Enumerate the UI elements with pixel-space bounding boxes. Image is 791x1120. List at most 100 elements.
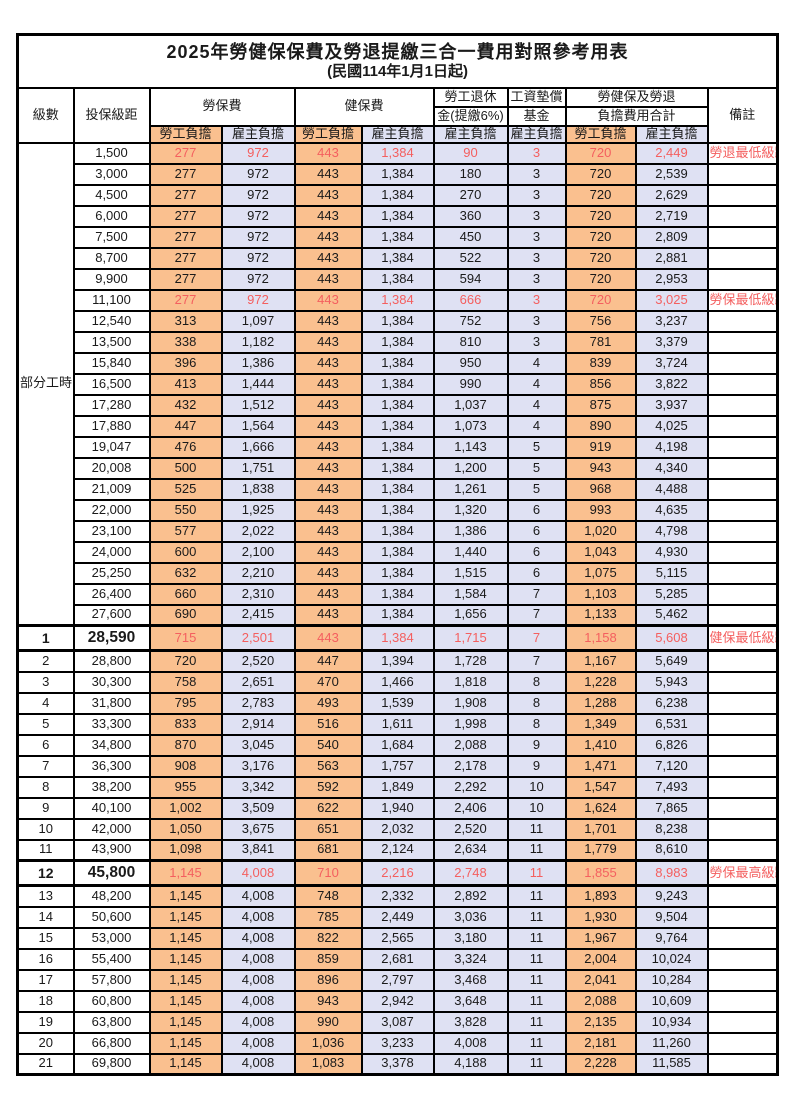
health-employee-cell: 447 (293, 649, 363, 673)
table-row: 13,500 338 1,182 443 1,384 810 3 781 3,379 (18, 330, 779, 354)
bracket-cell: 33,300 (72, 712, 151, 736)
labor-employee-cell: 577 (148, 519, 223, 543)
health-employer-cell: 1,384 (360, 477, 435, 501)
total-employer-cell: 3,822 (634, 372, 709, 396)
labor-employee-cell: 720 (148, 649, 223, 673)
table-row: 7 36,300 908 3,176 563 1,757 2,178 9 1,471 7,120 (16, 754, 779, 778)
table-row: 19,047 476 1,666 443 1,384 1,143 5 919 4,198 (18, 435, 779, 459)
bracket-cell: 31,800 (72, 691, 151, 715)
col-header-total-line1: 勞健保及勞退 (564, 86, 709, 108)
table-row: 25,250 632 2,210 443 1,384 1,515 6 1,075 5,115 (18, 561, 779, 585)
pension-employer-cell: 1,998 (432, 712, 509, 736)
health-employer-cell: 2,449 (360, 905, 435, 929)
table-row: 21 69,800 1,145 4,008 1,083 3,378 4,188 11 2,228… (16, 1052, 779, 1076)
bracket-cell: 55,400 (72, 947, 151, 971)
health-employer-cell: 1,384 (360, 372, 435, 396)
wage-fund-cell: 7 (506, 603, 567, 627)
remark-cell (706, 796, 779, 820)
pension-employer-cell: 1,200 (432, 456, 509, 480)
remark-cell (706, 183, 779, 207)
health-employee-cell: 681 (293, 838, 363, 862)
remark-cell (706, 246, 779, 270)
col-header-pension-line1: 勞工退休 (432, 86, 509, 108)
level-cell: 2 (16, 649, 75, 673)
labor-employer-cell: 972 (220, 162, 296, 186)
wage-fund-cell: 11 (506, 989, 567, 1013)
labor-employer-cell: 1,751 (220, 456, 296, 480)
labor-employee-cell: 955 (148, 775, 223, 799)
labor-employer-cell: 1,182 (220, 330, 296, 354)
labor-employer-cell: 4,008 (220, 859, 296, 887)
health-employee-cell: 651 (293, 817, 363, 841)
health-employee-cell: 443 (293, 372, 363, 396)
pension-employer-cell: 2,178 (432, 754, 509, 778)
wage-fund-cell: 11 (506, 1010, 567, 1034)
health-employer-cell: 1,940 (360, 796, 435, 820)
labor-employee-cell: 413 (148, 372, 223, 396)
bracket-cell: 43,900 (72, 838, 151, 862)
pension-employer-cell: 950 (432, 351, 509, 375)
health-employee-cell: 443 (293, 603, 363, 627)
bracket-cell: 23,100 (72, 519, 151, 543)
remark-cell (706, 267, 779, 291)
wage-fund-cell: 10 (506, 796, 567, 820)
total-employee-cell: 1,133 (564, 603, 637, 627)
remark-cell (706, 649, 779, 673)
labor-employee-cell: 1,145 (148, 1031, 223, 1055)
health-employee-cell: 493 (293, 691, 363, 715)
level-cell: 14 (16, 905, 75, 929)
bracket-cell: 6,000 (72, 204, 151, 228)
health-employer-cell: 1,384 (360, 204, 435, 228)
labor-employee-cell: 1,145 (148, 1010, 223, 1034)
health-employer-cell: 2,942 (360, 989, 435, 1013)
health-employer-cell: 1,849 (360, 775, 435, 799)
labor-employer-cell: 1,444 (220, 372, 296, 396)
labor-employee-cell: 277 (148, 246, 223, 270)
labor-employer-cell: 2,914 (220, 712, 296, 736)
remark-cell (706, 540, 779, 564)
bracket-cell: 12,540 (72, 309, 151, 333)
total-employee-cell: 720 (564, 141, 637, 165)
labor-employee-cell: 660 (148, 582, 223, 606)
table-row: 6,000 277 972 443 1,384 360 3 720 2,719 (18, 204, 779, 228)
wage-fund-cell: 3 (506, 141, 567, 165)
remark-cell (706, 712, 779, 736)
level-cell: 16 (16, 947, 75, 971)
pension-employer-cell: 2,892 (432, 884, 509, 908)
table-row: 27,600 690 2,415 443 1,384 1,656 7 1,133 5,462 (18, 603, 779, 627)
labor-employee-cell: 277 (148, 288, 223, 312)
bracket-cell: 45,800 (72, 859, 151, 887)
bracket-cell: 34,800 (72, 733, 151, 757)
table-row: 20 66,800 1,145 4,008 1,036 3,233 4,008 11 2,181… (16, 1031, 779, 1055)
health-employee-cell: 443 (293, 561, 363, 585)
labor-employee-cell: 1,098 (148, 838, 223, 862)
table-row: 17,880 447 1,564 443 1,384 1,073 4 890 4,025 (18, 414, 779, 438)
wage-fund-cell: 11 (506, 905, 567, 929)
health-employer-cell: 1,384 (360, 183, 435, 207)
pension-employer-cell: 752 (432, 309, 509, 333)
bracket-cell: 13,500 (72, 330, 151, 354)
health-employee-cell: 443 (293, 309, 363, 333)
bracket-cell: 4,500 (72, 183, 151, 207)
remark-cell (706, 225, 779, 249)
labor-employer-cell: 972 (220, 204, 296, 228)
labor-employee-cell: 1,145 (148, 968, 223, 992)
subheader-health-employee: 勞工負擔 (293, 124, 363, 144)
bracket-cell: 9,900 (72, 267, 151, 291)
level-cell: 20 (16, 1031, 75, 1055)
subheader-labor-employee: 勞工負擔 (148, 124, 223, 144)
labor-employer-cell: 2,501 (220, 624, 296, 652)
labor-employer-cell: 4,008 (220, 905, 296, 929)
labor-employee-cell: 1,145 (148, 989, 223, 1013)
labor-employee-cell: 1,145 (148, 947, 223, 971)
remark-cell (706, 603, 779, 627)
bracket-cell: 60,800 (72, 989, 151, 1013)
remark-cell (706, 968, 779, 992)
total-employer-cell: 11,260 (634, 1031, 709, 1055)
total-employer-cell: 7,865 (634, 796, 709, 820)
pension-employer-cell: 270 (432, 183, 509, 207)
wage-fund-cell: 3 (506, 183, 567, 207)
health-employee-cell: 516 (293, 712, 363, 736)
bracket-cell: 15,840 (72, 351, 151, 375)
total-employee-cell: 1,043 (564, 540, 637, 564)
